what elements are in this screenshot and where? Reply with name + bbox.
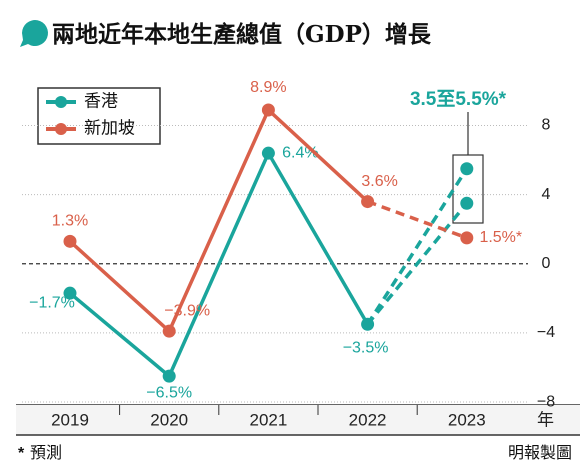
series-line	[68, 107, 369, 335]
legend-label: 香港	[84, 91, 118, 110]
data-point	[162, 369, 176, 383]
data-label: −1.7%	[29, 294, 75, 311]
legend-marker	[55, 123, 67, 135]
data-label: 1.3%	[52, 213, 88, 230]
data-label: 1.5%*	[479, 229, 522, 246]
projected-line	[366, 199, 468, 240]
forecast-line	[366, 167, 469, 326]
x-tick-label: 2019	[51, 410, 89, 429]
series-line	[68, 149, 370, 379]
y-tick-label: 4	[542, 186, 551, 203]
x-unit: 年	[537, 410, 554, 429]
x-tick-label: 2021	[249, 410, 287, 429]
data-point	[261, 103, 275, 117]
x-tick-label: 2022	[349, 410, 387, 429]
legend-marker	[55, 96, 67, 108]
data-point	[63, 286, 77, 300]
y-tick-label: 8	[542, 117, 551, 134]
data-point	[63, 234, 77, 248]
legend-label: 新加坡	[84, 118, 135, 137]
data-point	[162, 324, 176, 338]
footnote-mark: *	[18, 445, 25, 462]
data-point	[261, 146, 275, 160]
y-tick-label: −8	[537, 393, 555, 410]
data-label: −3.5%	[343, 339, 389, 356]
forecast-point	[460, 162, 474, 176]
source: 明報製圖	[508, 444, 572, 462]
data-point	[361, 317, 375, 331]
data-label: −3.9%	[164, 302, 210, 319]
x-band	[16, 405, 580, 435]
forecast-line	[366, 202, 469, 326]
y-tick-label: −4	[537, 324, 555, 341]
chart-title: 兩地近年本地生產總值（GDP）增長	[52, 21, 432, 48]
data-label: 3.6%	[361, 173, 397, 190]
forecast-label: 3.5至5.5%*	[410, 89, 507, 110]
y-tick-label: 0	[542, 255, 551, 272]
forecast-point	[460, 196, 474, 210]
title-icon	[20, 20, 48, 47]
x-tick-label: 2023	[448, 410, 486, 429]
x-tick-label: 2020	[150, 410, 188, 429]
footnote: 預測	[30, 444, 62, 462]
data-point	[361, 195, 375, 209]
data-point	[460, 231, 474, 245]
data-label: 8.9%	[250, 79, 286, 96]
data-label: −6.5%	[146, 384, 192, 401]
